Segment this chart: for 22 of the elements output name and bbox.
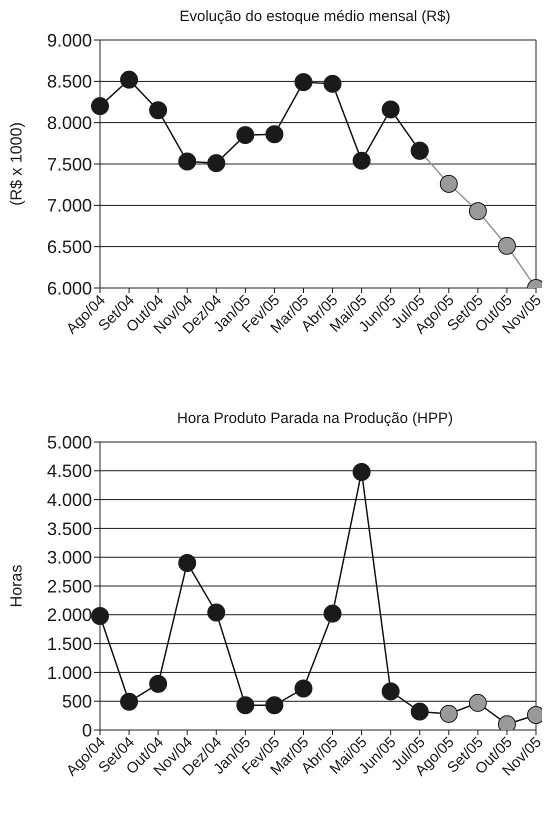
y-tick-label: 8.000 (46, 113, 92, 134)
y-tick-label: 5.000 (46, 432, 92, 452)
y-axis-title: (R$ x 1000) (8, 122, 26, 206)
y-tick-label: 4.000 (46, 490, 92, 510)
y-tick-label: 7.000 (46, 196, 92, 216)
y-tick-label: 9.000 (46, 30, 92, 50)
chart-title: Hora Produto Parada na Produção (HPP) (176, 410, 454, 429)
y-tick-label: 4.500 (46, 461, 92, 482)
y-tick-label: 3.500 (46, 518, 92, 539)
y-tick-label: 2.500 (46, 576, 92, 596)
y-tick-label: 3.000 (46, 548, 92, 568)
y-tick-label: 500 (62, 692, 92, 712)
y-tick-label: 0 (82, 720, 92, 740)
y-tick-label: 7.500 (46, 154, 92, 174)
y-tick-label: 6.500 (46, 237, 92, 258)
y-tick-label: 2.000 (46, 605, 92, 626)
y-tick-label: 6.000 (46, 278, 92, 298)
y-tick-label: 1.000 (46, 662, 92, 683)
y-tick-label: 1.500 (46, 634, 92, 654)
chart-title: Evolução do estoque médio mensal (R$) (178, 8, 452, 27)
y-axis-title: Horas (8, 564, 26, 608)
y-tick-label: 8.500 (46, 72, 92, 92)
